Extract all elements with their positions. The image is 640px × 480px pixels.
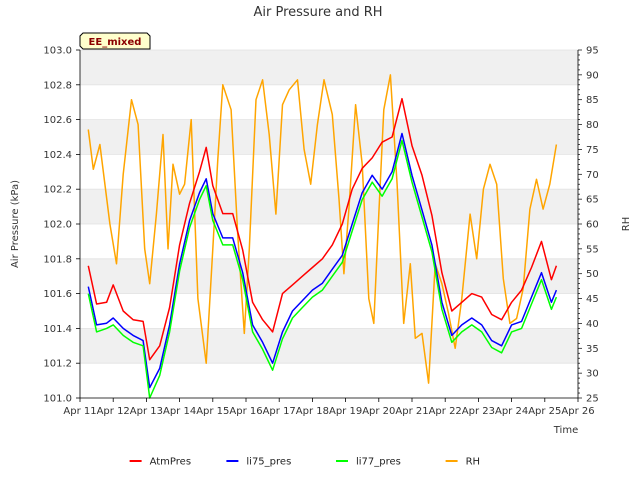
y-tick-label: 102.2 bbox=[43, 185, 72, 196]
series-line-atmpres bbox=[87, 97, 558, 361]
grid-band bbox=[80, 328, 578, 364]
y2-tick-label: 95 bbox=[586, 46, 599, 57]
y2-tick-label: 35 bbox=[586, 344, 599, 355]
y-tick-label: 101.0 bbox=[43, 394, 72, 405]
y2-tick-label: 65 bbox=[586, 195, 599, 206]
y-tick-label: 103.0 bbox=[43, 46, 72, 57]
y-axis-ticks: 101.0 101.2 101.4 101.6 101.8 102.0 102.2 102.4… bbox=[43, 46, 80, 405]
y2-tick-label: 55 bbox=[586, 244, 599, 255]
x-tick-label: Apr 13 bbox=[130, 406, 163, 417]
grid-band bbox=[80, 258, 578, 294]
y2-axis-label: RH bbox=[621, 217, 632, 231]
series-line-li77-pres bbox=[87, 139, 558, 399]
grid-band bbox=[80, 119, 578, 155]
legend-item-li77-pres: li77_pres bbox=[336, 457, 401, 468]
x-tick-label: Apr 16 bbox=[229, 406, 262, 417]
legend-item-li75-pres: li75_pres bbox=[226, 457, 291, 468]
y-tick-label: 101.8 bbox=[43, 254, 72, 265]
y-tick-label: 101.2 bbox=[43, 359, 72, 370]
grid-band bbox=[80, 189, 578, 224]
y2-tick-label: 85 bbox=[586, 95, 599, 106]
legend-label: li75_pres bbox=[246, 457, 291, 468]
badge-text: EE_mixed bbox=[89, 37, 142, 48]
x-tick-label: Apr 23 bbox=[462, 406, 495, 417]
x-tick-label: Apr 11 bbox=[63, 406, 96, 417]
x-tick-label: Apr 18 bbox=[296, 406, 329, 417]
y2-tick-label: 80 bbox=[586, 120, 599, 131]
chart-title: Air Pressure and RH bbox=[253, 5, 382, 20]
x-tick-label: Apr 25 bbox=[528, 406, 561, 417]
x-tick-label: Apr 21 bbox=[395, 406, 428, 417]
series-line-li75-pres bbox=[87, 132, 558, 389]
y2-tick-label: 30 bbox=[586, 369, 599, 380]
legend: AtmPres li75_pres li77_pres RH bbox=[129, 457, 480, 468]
legend-item-atmpres: AtmPres bbox=[129, 457, 191, 468]
y2-tick-label: 25 bbox=[586, 394, 599, 405]
x-tick-label: Apr 12 bbox=[97, 406, 130, 417]
y2-axis-ticks: 25 30 35 40 45 50 55 60 65 70 75 80 85 90 95 bbox=[578, 46, 599, 405]
x-tick-label: Apr 22 bbox=[429, 406, 462, 417]
y2-tick-label: 70 bbox=[586, 170, 599, 181]
y2-tick-label: 60 bbox=[586, 220, 599, 231]
legend-label: li77_pres bbox=[356, 457, 401, 468]
y-tick-label: 102.8 bbox=[43, 80, 72, 91]
x-axis-ticks: Apr 11 Apr 12 Apr 13 Apr 14 Apr 15 Apr 16 Apr … bbox=[63, 398, 595, 417]
y-tick-label: 101.4 bbox=[43, 324, 72, 335]
badge-box bbox=[79, 32, 151, 50]
series-layer bbox=[87, 74, 558, 399]
legend-label: AtmPres bbox=[150, 457, 191, 468]
y2-tick-label: 50 bbox=[586, 269, 599, 280]
x-tick-label: Apr 15 bbox=[196, 406, 229, 417]
x-tick-label: Apr 26 bbox=[561, 406, 594, 417]
y2-tick-label: 75 bbox=[586, 145, 599, 156]
grid-band bbox=[80, 50, 578, 85]
series-line-rh bbox=[87, 74, 558, 384]
y2-tick-label: 90 bbox=[586, 70, 599, 81]
ee-mixed-badge: EE_mixed bbox=[79, 32, 151, 50]
y-tick-label: 102.0 bbox=[43, 220, 72, 231]
x-axis-label: Time bbox=[553, 425, 578, 436]
y-tick-label: 102.4 bbox=[43, 150, 72, 161]
x-tick-label: Apr 24 bbox=[495, 406, 528, 417]
x-tick-label: Apr 14 bbox=[163, 406, 196, 417]
y-tick-label: 101.6 bbox=[43, 289, 72, 300]
x-tick-label: Apr 19 bbox=[329, 406, 362, 417]
legend-item-rh: RH bbox=[445, 457, 480, 468]
y-axis-label: Air Pressure (kPa) bbox=[10, 180, 21, 268]
legend-label: RH bbox=[466, 457, 480, 468]
y-tick-label: 102.6 bbox=[43, 115, 72, 126]
y2-tick-label: 45 bbox=[586, 294, 599, 305]
y2-tick-label: 40 bbox=[586, 319, 599, 330]
x-tick-label: Apr 17 bbox=[263, 406, 296, 417]
x-tick-label: Apr 20 bbox=[362, 406, 395, 417]
